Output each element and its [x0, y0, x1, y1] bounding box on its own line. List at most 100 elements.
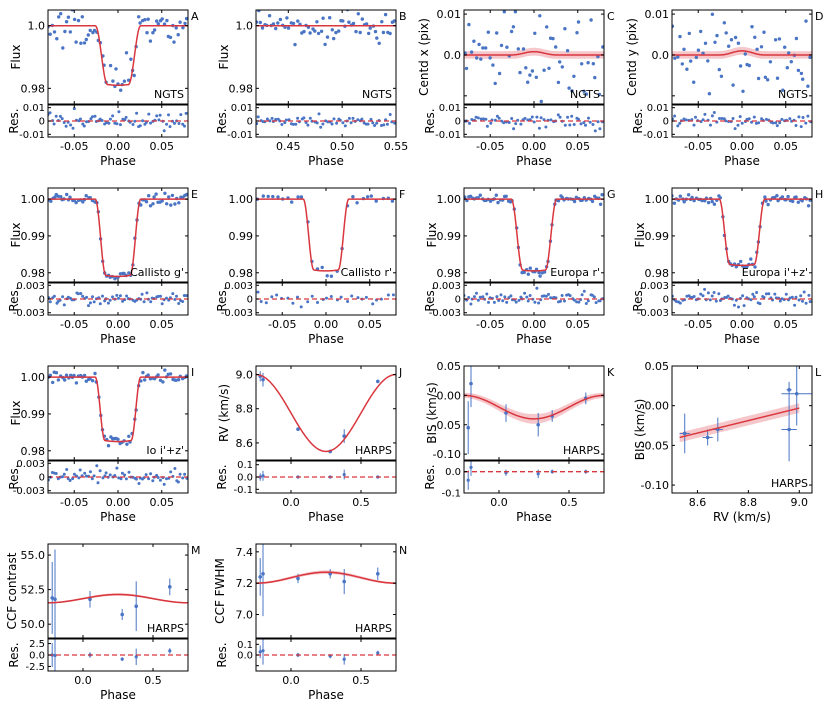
y-tick-label: 0.05: [645, 360, 670, 373]
residual-point: [71, 126, 75, 130]
data-point: [290, 200, 294, 204]
data-point: [367, 31, 371, 36]
residual-point: [539, 116, 543, 120]
data-point: [319, 29, 324, 33]
y-axis-label: BIS (km/s): [633, 399, 647, 461]
panel-letter: D: [815, 10, 823, 23]
res-tick-label: 0.01: [439, 103, 461, 114]
residual-point: [514, 122, 518, 126]
residual-panel: -0.1 0.0 Res.: [423, 460, 605, 500]
residual-point: [510, 117, 514, 120]
point-marker: [88, 597, 92, 602]
residual-point: [158, 113, 162, 117]
residual-point: [173, 298, 177, 301]
x-tick-label: -0.05: [684, 318, 712, 331]
data-point: [560, 65, 564, 69]
residual-point: [512, 127, 516, 131]
residual-point: [134, 648, 138, 666]
res-tick-label: -2.5: [25, 662, 45, 673]
instrument-label: Io i'+z': [146, 444, 184, 457]
data-point: [151, 202, 155, 206]
x-axis-label: Phase: [308, 688, 344, 702]
data-point: [155, 19, 159, 23]
point-marker: [296, 427, 300, 432]
residual-point: [69, 123, 73, 127]
residual-point: [484, 117, 488, 121]
residual-point: [580, 293, 584, 297]
x-axis-label: Phase: [308, 510, 344, 524]
residual-point: [258, 645, 262, 659]
plot-area: [672, 12, 812, 96]
residual-point: [261, 639, 265, 665]
point-marker: [787, 427, 791, 432]
residual-point: [270, 295, 274, 299]
residual-point: [61, 475, 64, 479]
instrument-label: HARPS: [563, 444, 600, 457]
y-tick-label: 0.99: [21, 230, 46, 243]
residual-point: [584, 302, 588, 305]
y-tick-label: 1.00: [645, 193, 670, 206]
residual-point: [92, 300, 96, 304]
residual-frame: [463, 460, 605, 494]
plot-area: [48, 191, 188, 281]
axes-frame: [255, 365, 397, 461]
residual-point: [71, 477, 75, 481]
residual-point: [160, 302, 164, 306]
residual-point: [346, 300, 350, 303]
residual-point: [178, 472, 182, 476]
data-point: [799, 71, 804, 76]
data-point: [170, 193, 175, 198]
residual-point: [801, 299, 804, 303]
data-point: [554, 45, 558, 49]
y-axis-label: Flux: [9, 45, 23, 70]
res-tick-label: 0.01: [231, 103, 253, 114]
data-point: [575, 31, 579, 35]
data-point: [743, 52, 747, 56]
data-point: [676, 55, 680, 59]
residual-point: [523, 291, 527, 295]
plot-area: [256, 10, 396, 47]
residual-point: [171, 292, 175, 296]
data-point: [537, 270, 541, 275]
res-tick-label: -0.003: [221, 308, 253, 319]
residual-point: [108, 473, 112, 477]
residual-point: [181, 300, 185, 303]
residual-point: [709, 123, 712, 127]
point-marker: [466, 425, 471, 430]
y-tick-label: 52.5: [21, 584, 46, 597]
data-point: [545, 25, 549, 29]
residual-point: [176, 480, 180, 484]
data-point: [156, 373, 160, 377]
x-axis-label: Phase: [724, 154, 760, 168]
data-point: [337, 29, 341, 33]
x-tick-label: 0.00: [314, 318, 339, 331]
residual-point: [142, 300, 146, 304]
data-point: [276, 21, 280, 25]
residual-point: [62, 303, 66, 307]
residual-point: [747, 117, 751, 121]
data-point: [707, 92, 712, 96]
plot-area: [464, 366, 604, 455]
res-tick-label: 0.003: [640, 281, 669, 292]
data-point: [469, 50, 474, 54]
data-point: [513, 10, 518, 14]
data-point: [479, 57, 483, 61]
residual-point: [61, 295, 65, 299]
residual-point: [184, 111, 188, 115]
data-point: [330, 28, 334, 32]
instrument-label: NGTS: [154, 88, 184, 101]
data-point: [285, 16, 289, 20]
residual-point: [278, 119, 282, 123]
residual-point: [124, 477, 128, 481]
data-point: [800, 199, 804, 203]
data-point: [736, 41, 741, 45]
point-marker: [466, 478, 470, 482]
data-point: [593, 75, 597, 80]
residual-plot-area: [48, 291, 188, 308]
res-tick-label: -0.01: [19, 130, 45, 141]
residual-point: [106, 301, 110, 305]
residual-point: [100, 119, 104, 122]
instrument-label: NGTS: [362, 88, 392, 101]
data-point: [538, 274, 542, 278]
residual-plot-area: [464, 286, 604, 306]
